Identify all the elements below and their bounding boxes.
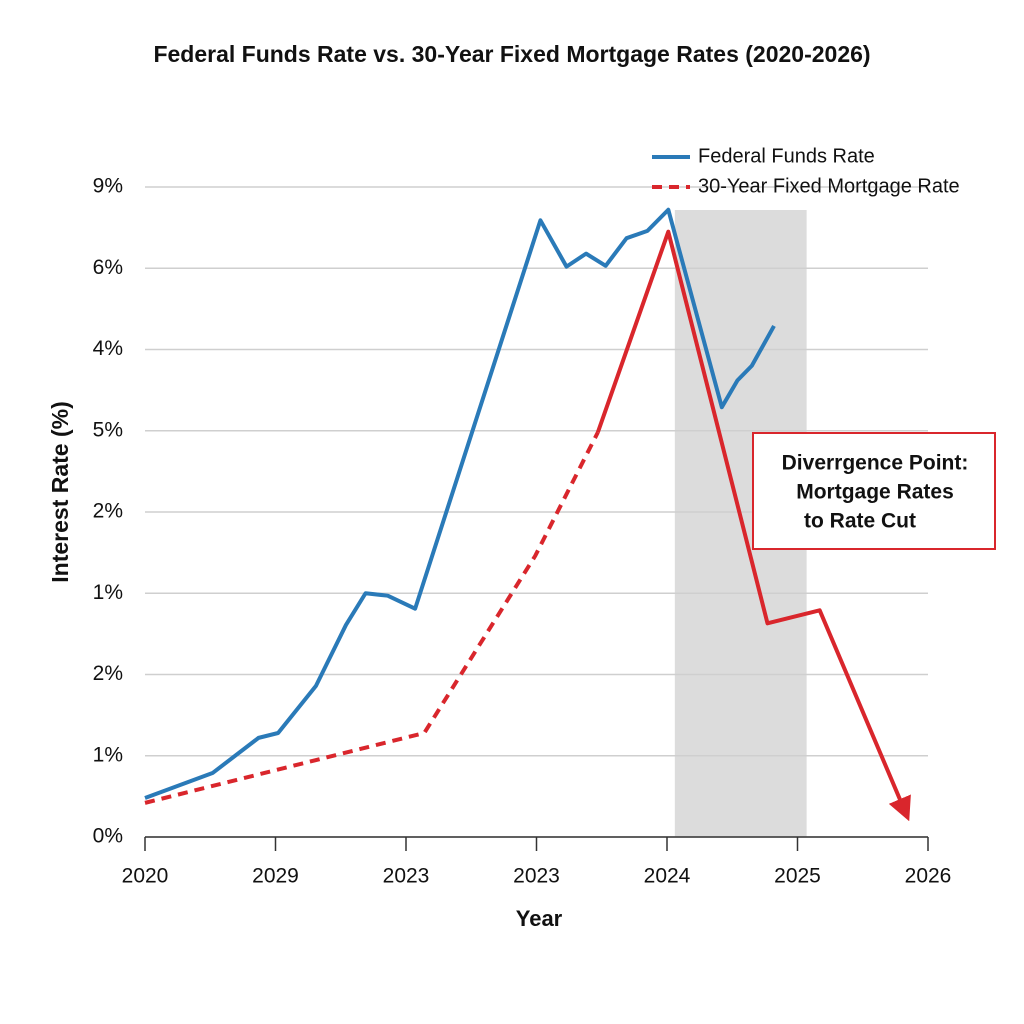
legend-label: Federal Funds Rate [698, 145, 875, 167]
x-tick-label: 2023 [383, 865, 430, 888]
y-tick-label: 2% [93, 500, 123, 523]
y-tick-label: 1% [93, 581, 123, 604]
y-tick-label: 4% [93, 337, 123, 360]
y-tick-label: 2% [93, 662, 123, 685]
series-line [595, 229, 911, 822]
y-tick-label: 1% [93, 743, 123, 766]
x-tick-label: 2025 [774, 865, 821, 888]
x-tick-label: 2020 [122, 865, 169, 888]
x-tick-label: 2026 [905, 865, 952, 888]
chart-title: Federal Funds Rate vs. 30-Year Fixed Mor… [153, 41, 870, 67]
x-tick-label: 2023 [513, 865, 560, 888]
y-tick-label: 5% [93, 418, 123, 441]
y-tick-label: 9% [93, 175, 123, 198]
series-line [144, 207, 776, 800]
x-axis-label: Year [516, 906, 563, 931]
annotation-text: to Rate Cut [804, 510, 916, 533]
y-axis-label: Interest Rate (%) [47, 401, 73, 582]
annotation-box [752, 432, 996, 550]
annotation-text: Mortgage Rates [796, 481, 954, 504]
legend-label: 30-Year Fixed Mortgage Rate [698, 175, 960, 197]
series-line [144, 431, 600, 805]
annotation-text: Diverrgence Point: [782, 452, 969, 475]
y-tick-label: 0% [93, 825, 123, 848]
x-tick-label: 2029 [252, 865, 299, 888]
x-tick-label: 2024 [644, 865, 691, 888]
y-tick-label: 6% [93, 256, 123, 279]
